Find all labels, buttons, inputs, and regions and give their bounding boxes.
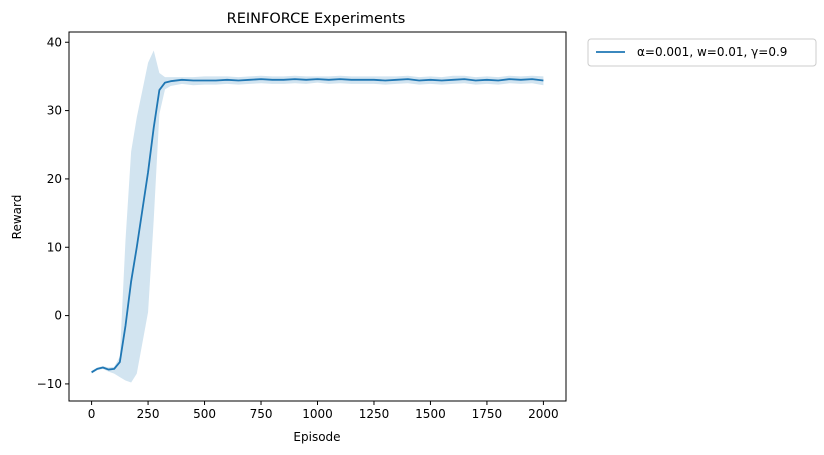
y-tick-label: 30 — [47, 104, 62, 118]
series-mean-line — [91, 78, 544, 374]
x-tick-label: 250 — [137, 407, 160, 421]
confidence-band-layer — [91, 50, 544, 383]
legend-frame — [587, 38, 817, 67]
y-axis-label: Reward — [10, 195, 24, 240]
y-tick-label: −10 — [37, 377, 62, 391]
y-axis-ticks: −10 0 10 20 30 40 — [37, 35, 69, 391]
x-tick-label: 2000 — [528, 407, 559, 421]
y-tick-label: 20 — [47, 172, 62, 186]
x-tick-label: 750 — [250, 407, 273, 421]
legend-entry-label: α=0.001, w=0.01, γ=0.9 — [637, 45, 787, 59]
x-tick-label: 1250 — [359, 407, 390, 421]
x-tick-label: 1000 — [302, 407, 333, 421]
y-tick-label: 10 — [47, 240, 62, 254]
plot-area — [91, 50, 544, 383]
x-tick-label: 1750 — [472, 407, 503, 421]
series-line-layer — [91, 78, 544, 374]
y-tick-label: 40 — [47, 35, 62, 49]
x-axis-label: Episode — [293, 430, 340, 444]
legend: α=0.001, w=0.01, γ=0.9 — [587, 38, 817, 67]
x-tick-label: 0 — [88, 407, 96, 421]
x-axis-ticks: 0 250 500 750 1000 1250 1500 1750 2000 — [88, 401, 559, 421]
y-tick-label: 0 — [54, 309, 62, 323]
x-tick-label: 1500 — [415, 407, 446, 421]
series-confidence-band — [91, 50, 544, 383]
chart-title: REINFORCE Experiments — [227, 11, 406, 27]
x-tick-label: 500 — [193, 407, 216, 421]
